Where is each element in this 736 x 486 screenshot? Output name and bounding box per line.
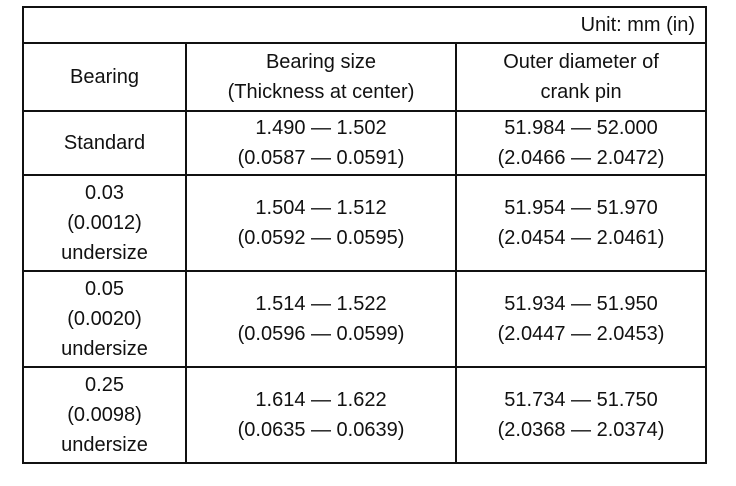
cell-line: 1.514 — 1.522 [255,293,387,315]
cell-line: undersize [61,338,148,360]
cell: 1.614 — 1.622 (0.0635 — 0.0639) [185,366,457,464]
cell-line: (0.0098) [67,404,142,426]
cell-line: 51.954 — 51.970 [504,197,658,219]
cell: 1.514 — 1.522 (0.0596 — 0.0599) [185,270,457,368]
cell-line: 0.03 [85,182,124,204]
cell: Bearing [22,42,187,112]
cell-line: Bearing size [265,51,377,73]
cell: 51.934 — 51.950 (2.0447 — 2.0453) [454,270,708,368]
data-row: 0.25 (0.0098) undersize 1.614 — 1.622 (0.063… [22,366,708,464]
cell-line: crank pin [540,81,622,103]
cell-line: (2.0368 — 2.0374) [497,419,665,441]
cell: 1.504 — 1.512 (0.0592 — 0.0595) [185,174,457,272]
cell-line: Bearing [70,66,139,88]
cell: Standard [22,110,187,176]
data-row: 0.05 (0.0020) undersize 1.514 — 1.522 (0.059… [22,270,708,368]
cell-line: 1.504 — 1.512 [255,197,387,219]
cell: 1.490 — 1.502 (0.0587 — 0.0591) [185,110,457,176]
cell-line: Outer diameter of [503,51,659,73]
cell-line: undersize [61,242,148,264]
cell: Outer diameter of crank pin [454,42,708,112]
cell-line: (2.0466 — 2.0472) [497,147,665,169]
header-row: Bearing Bearing size (Thickness at center)… [22,42,708,112]
cell: 51.984 — 52.000 (2.0466 — 2.0472) [454,110,708,176]
cell-line: (0.0592 — 0.0595) [237,227,405,249]
cell: 0.25 (0.0098) undersize [22,366,187,464]
unit-label: Unit: mm (in) [21,6,708,44]
cell-line: undersize [61,434,148,456]
cell-line: 51.934 — 51.950 [504,293,658,315]
cell-line: (2.0447 — 2.0453) [497,323,665,345]
cell: 51.734 — 51.750 (2.0368 — 2.0374) [454,366,708,464]
cell-line: (0.0020) [67,308,142,330]
cell-line: (0.0596 — 0.0599) [237,323,405,345]
unit-row: Unit: mm (in) [21,6,708,44]
cell-line: (0.0587 — 0.0591) [237,147,405,169]
cell-line: (0.0012) [67,212,142,234]
cell-line: (Thickness at center) [227,81,415,103]
cell-line: 0.05 [85,278,124,300]
cell-line: 0.25 [85,374,124,396]
cell: 51.954 — 51.970 (2.0454 — 2.0461) [454,174,708,272]
cell: Bearing size (Thickness at center) [185,42,457,112]
cell-line: 1.614 — 1.622 [255,389,387,411]
data-row: 0.03 (0.0012) undersize 1.504 — 1.512 (0.059… [22,174,708,272]
cell: 0.05 (0.0020) undersize [22,270,187,368]
cell: 0.03 (0.0012) undersize [22,174,187,272]
cell-line: (2.0454 — 2.0461) [497,227,665,249]
spec-table: Unit: mm (in) Bearing Bearing size (Thickn… [21,6,708,464]
cell-line: 51.734 — 51.750 [504,389,658,411]
data-row: Standard 1.490 — 1.502 (0.0587 — 0.0591) 51… [22,110,708,176]
cell-line: (0.0635 — 0.0639) [237,419,405,441]
cell-line: 1.490 — 1.502 [255,117,387,139]
cell-line: Standard [63,132,146,154]
cell-line: 51.984 — 52.000 [504,117,658,139]
